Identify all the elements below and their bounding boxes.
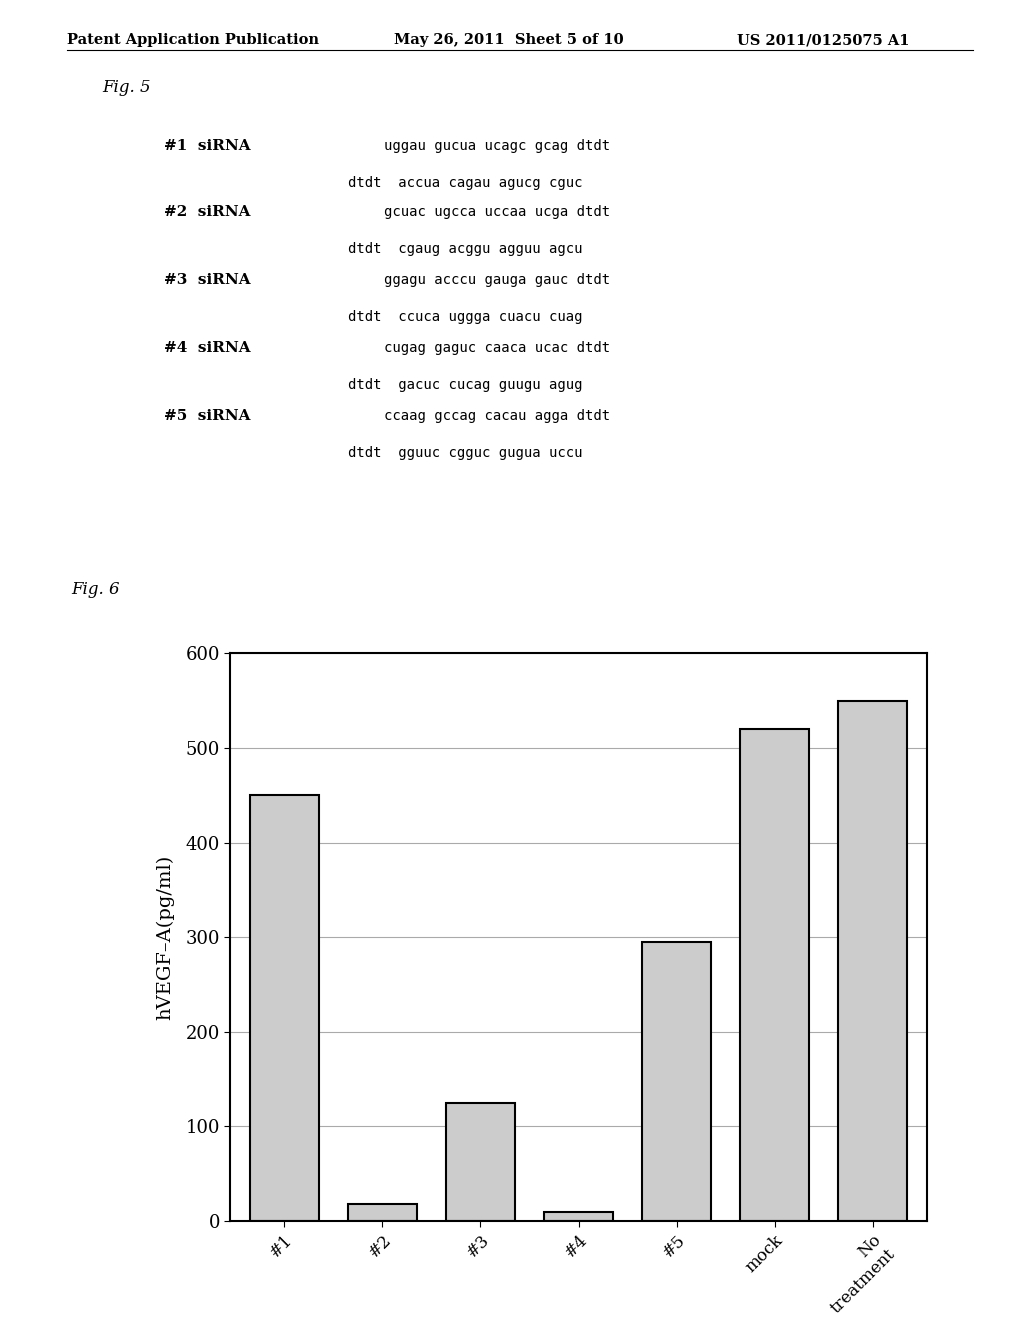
Text: US 2011/0125075 A1: US 2011/0125075 A1 xyxy=(737,33,909,48)
Y-axis label: hVEGF–A(pg/ml): hVEGF–A(pg/ml) xyxy=(156,854,174,1020)
Bar xyxy=(446,1102,515,1221)
Text: ggagu acccu gauga gauc dtdt: ggagu acccu gauga gauc dtdt xyxy=(384,273,610,288)
Bar xyxy=(348,1204,417,1221)
Bar xyxy=(250,795,318,1221)
Text: #3  siRNA: #3 siRNA xyxy=(164,273,251,288)
Bar xyxy=(839,701,907,1221)
Text: #2  siRNA: #2 siRNA xyxy=(165,205,251,219)
Text: cugag gaguc caaca ucac dtdt: cugag gaguc caaca ucac dtdt xyxy=(384,341,610,355)
Text: May 26, 2011  Sheet 5 of 10: May 26, 2011 Sheet 5 of 10 xyxy=(394,33,624,48)
Text: Fig. 5: Fig. 5 xyxy=(102,79,151,96)
Text: dtdt  ccuca uggga cuacu cuag: dtdt ccuca uggga cuacu cuag xyxy=(348,310,583,325)
Bar xyxy=(642,942,711,1221)
Text: #1  siRNA: #1 siRNA xyxy=(164,139,251,153)
Text: #5  siRNA: #5 siRNA xyxy=(165,409,251,424)
Text: dtdt  gacuc cucag guugu agug: dtdt gacuc cucag guugu agug xyxy=(348,378,583,392)
Text: dtdt  gguuc cgguc gugua uccu: dtdt gguuc cgguc gugua uccu xyxy=(348,446,583,461)
Text: uggau gucua ucagc gcag dtdt: uggau gucua ucagc gcag dtdt xyxy=(384,139,610,153)
Text: Patent Application Publication: Patent Application Publication xyxy=(67,33,318,48)
Text: #4  siRNA: #4 siRNA xyxy=(164,341,251,355)
Text: dtdt  accua cagau agucg cguc: dtdt accua cagau agucg cguc xyxy=(348,176,583,190)
Text: dtdt  cgaug acggu agguu agcu: dtdt cgaug acggu agguu agcu xyxy=(348,242,583,256)
Bar xyxy=(740,729,809,1221)
Text: Fig. 6: Fig. 6 xyxy=(72,581,120,598)
Bar xyxy=(544,1212,613,1221)
Text: gcuac ugcca uccaa ucga dtdt: gcuac ugcca uccaa ucga dtdt xyxy=(384,205,610,219)
Text: ccaag gccag cacau agga dtdt: ccaag gccag cacau agga dtdt xyxy=(384,409,610,424)
